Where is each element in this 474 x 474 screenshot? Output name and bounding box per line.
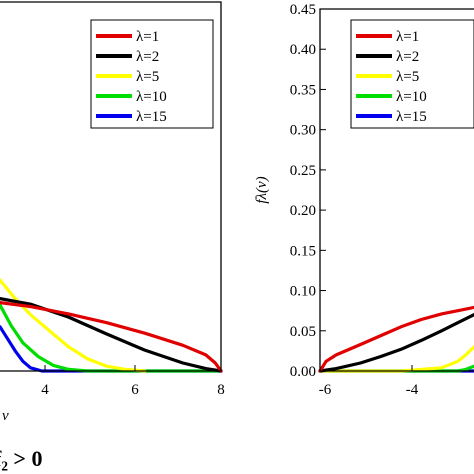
- left-legend-label-lambda-5: λ=5: [136, 69, 159, 85]
- right-y-tick-marks: [320, 8, 326, 372]
- right-series-group: [318, 305, 474, 373]
- right-y-tick-label: 0.40: [290, 42, 316, 58]
- left-legend-label-lambda-2: λ=2: [136, 49, 159, 65]
- left-legend-label-lambda-10: λ=10: [136, 89, 167, 105]
- left-x-tick-marks: [44, 365, 222, 371]
- left-x-axis-label: v: [2, 408, 9, 424]
- left-series-group: [0, 278, 223, 373]
- right-y-tick-label: 0.20: [290, 203, 316, 219]
- right-chart-panel: -6 -4 fλ(v) λ=1 λ=2 λ=5 λ=10 λ=15 0.00 0.05 0.…: [254, 2, 474, 398]
- left-legend: λ=1 λ=2 λ=5 λ=10 λ=15: [90, 19, 214, 129]
- right-series-line-lambda-2: [318, 313, 474, 373]
- right-y-tick-label: 0.25: [290, 163, 316, 179]
- right-y-tick-label: 0.10: [290, 284, 316, 300]
- right-x-tick-label: -4: [406, 382, 419, 398]
- right-legend-label-lambda-1: λ=1: [396, 29, 419, 45]
- right-x-tick-label: -6: [319, 382, 332, 398]
- left-series-line-lambda-2: [0, 297, 223, 373]
- right-y-tick-label: 0.30: [290, 123, 316, 139]
- left-legend-label-lambda-1: λ=1: [136, 29, 159, 45]
- right-legend-label-lambda-10: λ=10: [396, 89, 427, 105]
- left-x-tick-label: 4: [41, 382, 49, 398]
- right-legend-label-lambda-5: λ=5: [396, 69, 419, 85]
- right-y-tick-label: 0.00: [290, 364, 316, 380]
- left-chart-panel: 4 6 8 v λ=1 λ=2 λ=5 λ=10 λ=15: [0, 1, 225, 424]
- right-legend-label-lambda-15: λ=15: [396, 109, 427, 125]
- right-y-tick-label: 0.15: [290, 243, 316, 259]
- right-y-axis-label: fλ(v): [254, 176, 270, 203]
- right-y-tick-label: 0.35: [290, 82, 316, 98]
- left-series-line-lambda-1: [0, 301, 223, 373]
- left-x-tick-label: 8: [217, 382, 225, 398]
- right-y-tick-label: 0.45: [290, 2, 316, 18]
- right-legend: λ=1 λ=2 λ=5 λ=10 λ=15: [350, 19, 474, 129]
- right-legend-label-lambda-2: λ=2: [396, 49, 419, 65]
- right-y-tick-label: 0.05: [290, 324, 316, 340]
- left-x-tick-label: 6: [131, 382, 139, 398]
- right-series-line-lambda-1: [318, 305, 474, 373]
- left-plot-frame: [0, 1, 222, 372]
- figure-caption: f₂ > 0: [0, 446, 42, 471]
- left-legend-label-lambda-15: λ=15: [136, 109, 167, 125]
- right-plot-frame: [319, 8, 474, 372]
- right-x-tick-marks: [319, 365, 413, 371]
